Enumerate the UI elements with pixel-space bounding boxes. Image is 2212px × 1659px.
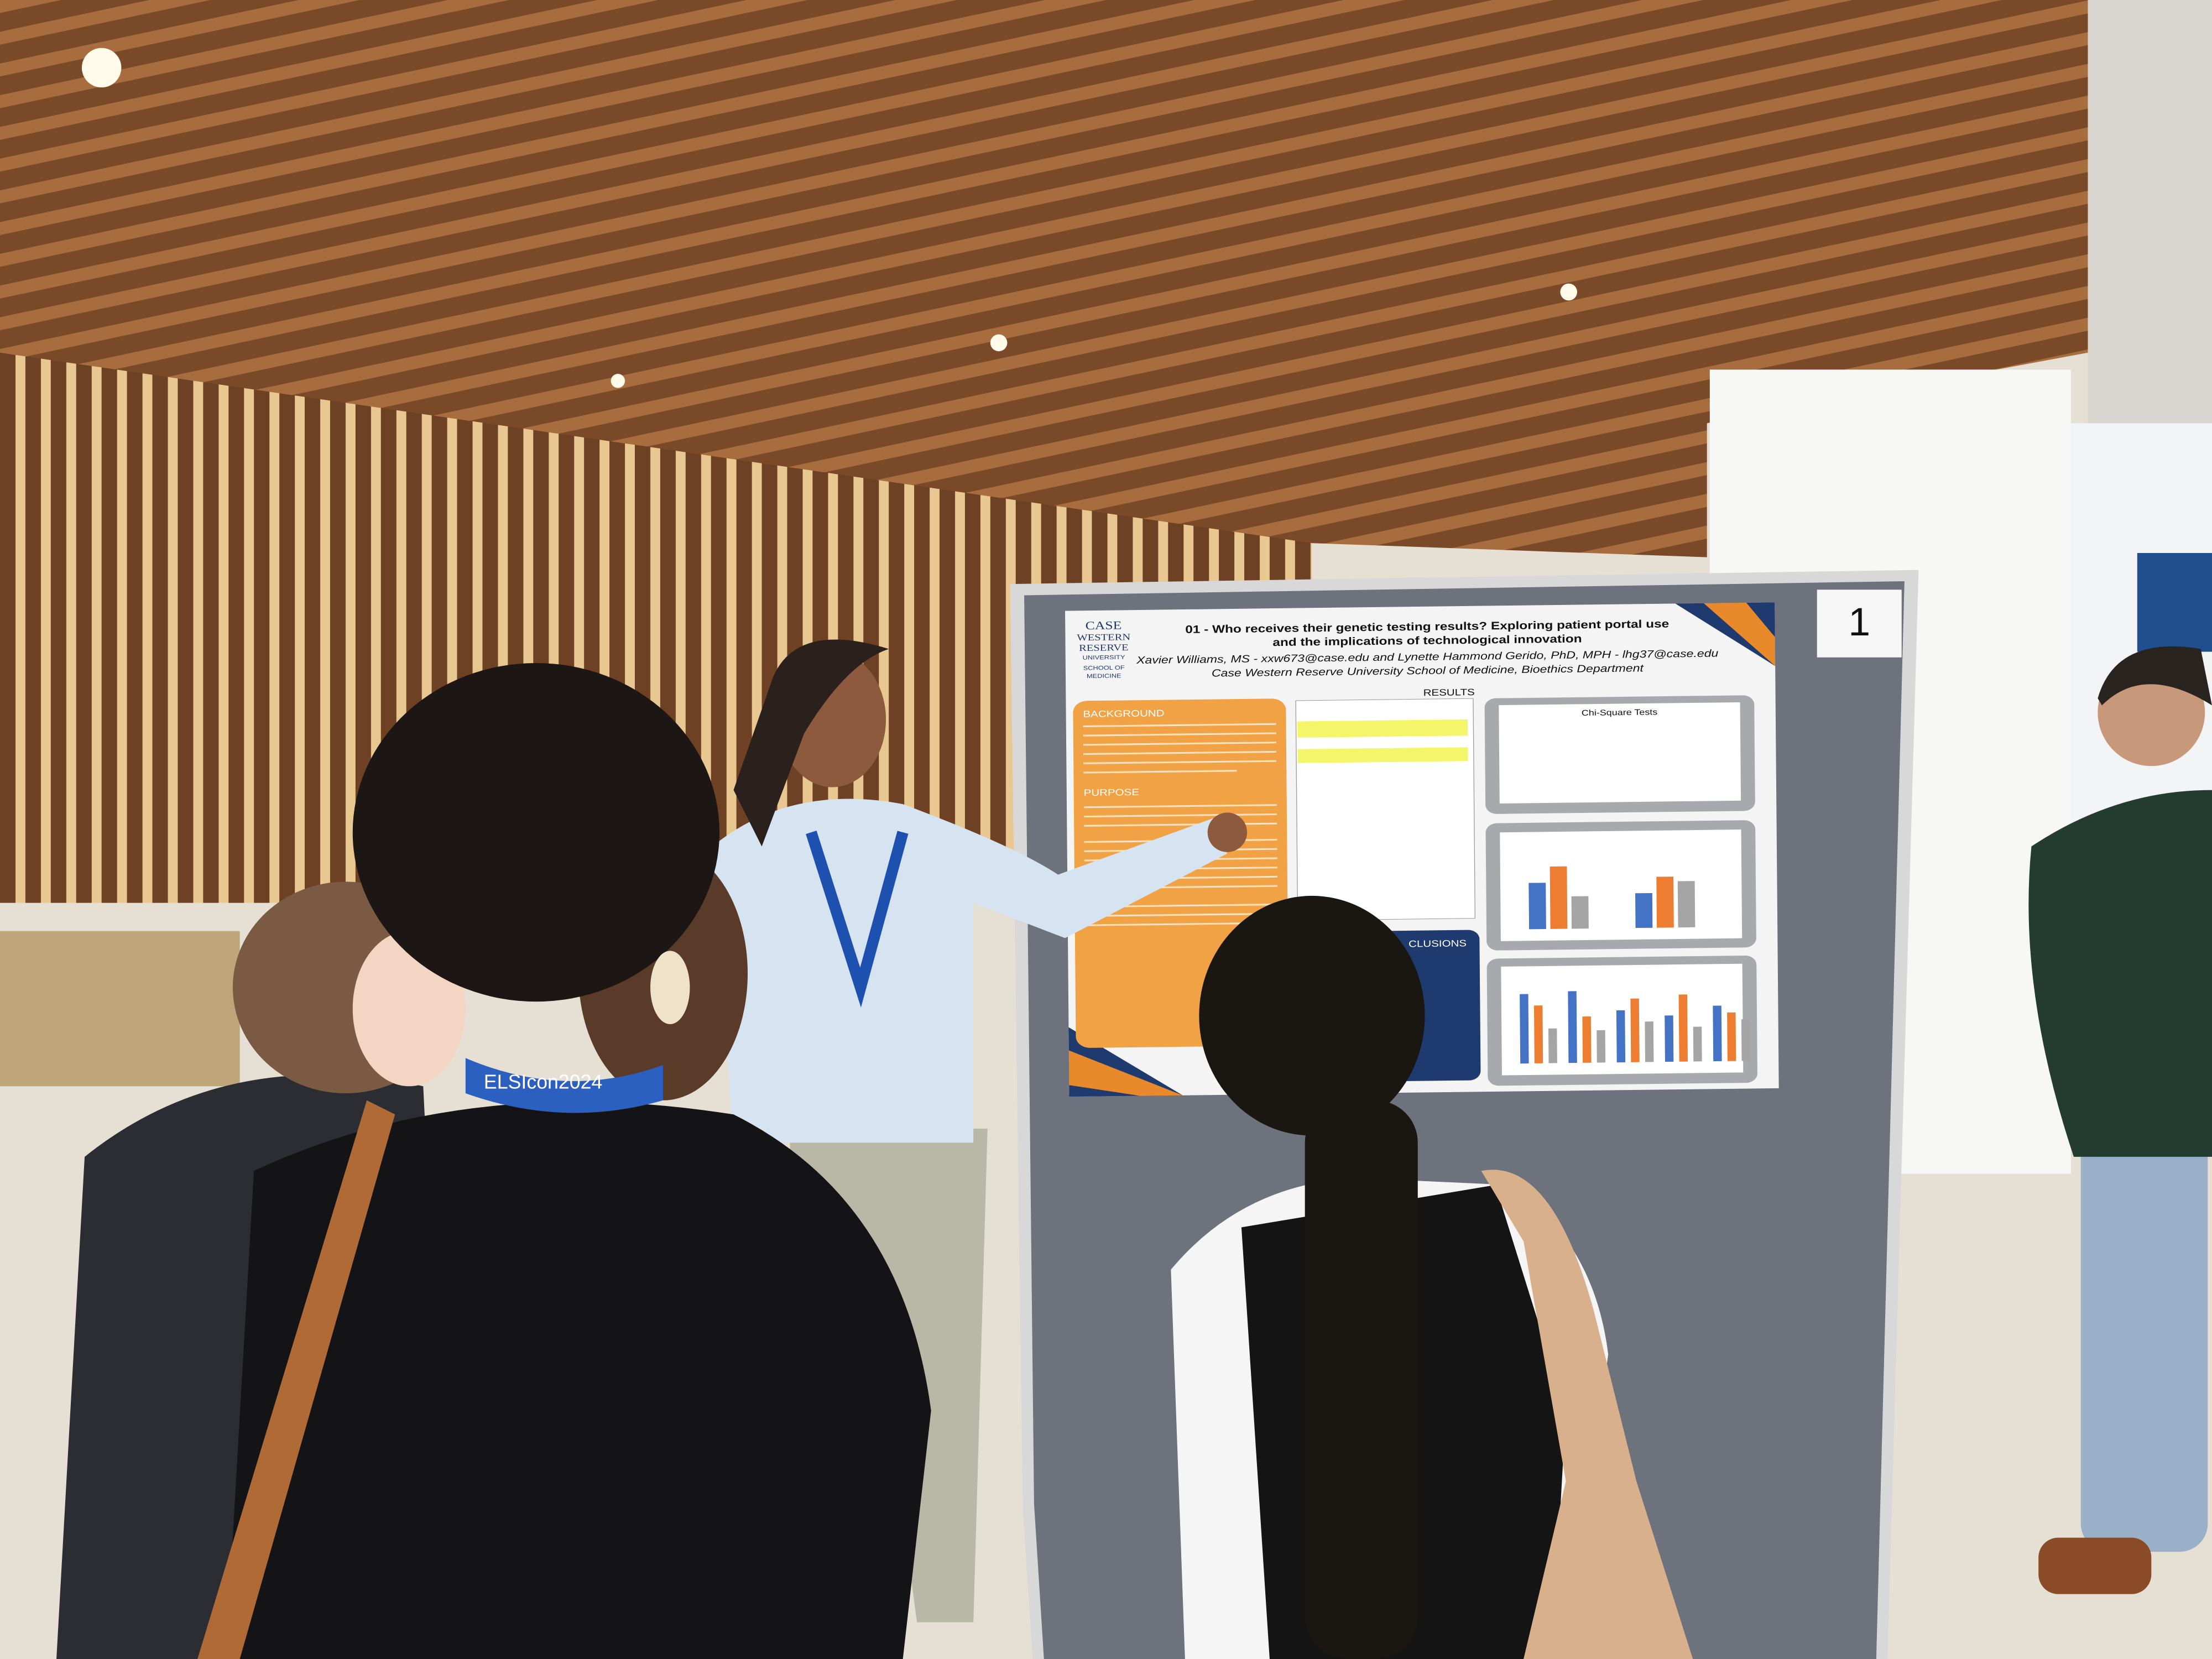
shape [733,639,889,847]
person-right [2028,646,2212,1594]
ceiling-concrete [2088,0,2212,424]
chart-bar [1616,1010,1626,1063]
chart-bar [1727,1012,1736,1061]
chart-bar [1533,1005,1543,1063]
chart-bar [1678,994,1688,1062]
logo-line: CASE [1086,619,1122,633]
chart-bar [1741,1019,1750,1061]
chart-bar [1693,1026,1702,1062]
number-card [1817,589,1902,658]
shape [197,1100,395,1659]
ceiling-light [1560,283,1578,301]
logo-line: SCHOOL OF [1083,665,1125,672]
shape [1635,893,1653,928]
shape [1083,742,1276,746]
shape [1199,895,1425,1136]
chart-bar [1582,1016,1592,1063]
shape [465,1058,663,1113]
shape [1207,812,1248,852]
section-heading: RESULTS [1423,687,1475,698]
shape [650,951,690,1025]
section-heading: PURPOSE [1084,787,1140,798]
chart-bar [1713,1005,1722,1062]
chart-bar [1548,1028,1557,1063]
section-heading: CLUSIONS [1408,938,1467,949]
logo-line: WESTERN [1077,632,1131,643]
ceiling-light [611,374,625,388]
shape [352,662,720,1002]
shape [226,1102,931,1659]
logo-line: MEDICINE [1087,672,1121,679]
chart-bar [1630,998,1640,1062]
table-title: Chi-Square Tests [1582,708,1657,718]
shape [712,799,1228,1143]
shape [1305,1100,1418,1659]
chart-bar [1597,1030,1606,1063]
lanyard-text: ELSIcon2024 [484,1071,602,1093]
shape [806,831,909,1008]
shape [1656,877,1674,928]
table-highlight [1297,719,1468,738]
corner-stripe [1068,1050,1183,1096]
corner-stripe [1703,602,1776,666]
shape [1528,883,1546,930]
chart-bar [1665,1015,1674,1062]
shape [1084,912,1278,917]
screen [2137,553,2212,652]
shape [2038,1537,2152,1594]
chart-bars [1528,866,1695,930]
ceiling [0,0,2116,557]
shape [1083,813,1277,818]
section-heading: BACKGROUND [1083,708,1164,719]
logo-line: RESERVE [1079,643,1129,654]
shape [1677,881,1695,928]
railing [0,931,240,1087]
shape [1083,760,1277,764]
shape [1481,1170,1693,1659]
shape [1083,723,1276,727]
shape [2028,790,2212,1157]
chart-bar [1520,994,1529,1064]
table-highlight [1297,747,1468,763]
chi-square-table [1499,702,1741,804]
person-center-right [1171,895,1693,1659]
ceiling-light [81,48,122,88]
shape [1083,732,1276,737]
shape [1571,896,1589,929]
shape [1083,750,1277,755]
person-center-left: ELSIcon2024 [197,662,931,1659]
chart-bar [1568,991,1577,1063]
shape [1083,804,1277,808]
shape [1083,770,1237,774]
shape [2098,646,2212,706]
ceiling-light [990,334,1008,352]
shape [1550,866,1568,929]
chart-bar [1645,1021,1654,1062]
board-number: 1 [1848,600,1870,644]
chart-bars [1520,991,1750,1064]
logo-line: UNIVERSITY [1083,654,1125,661]
shape [2080,1128,2208,1552]
